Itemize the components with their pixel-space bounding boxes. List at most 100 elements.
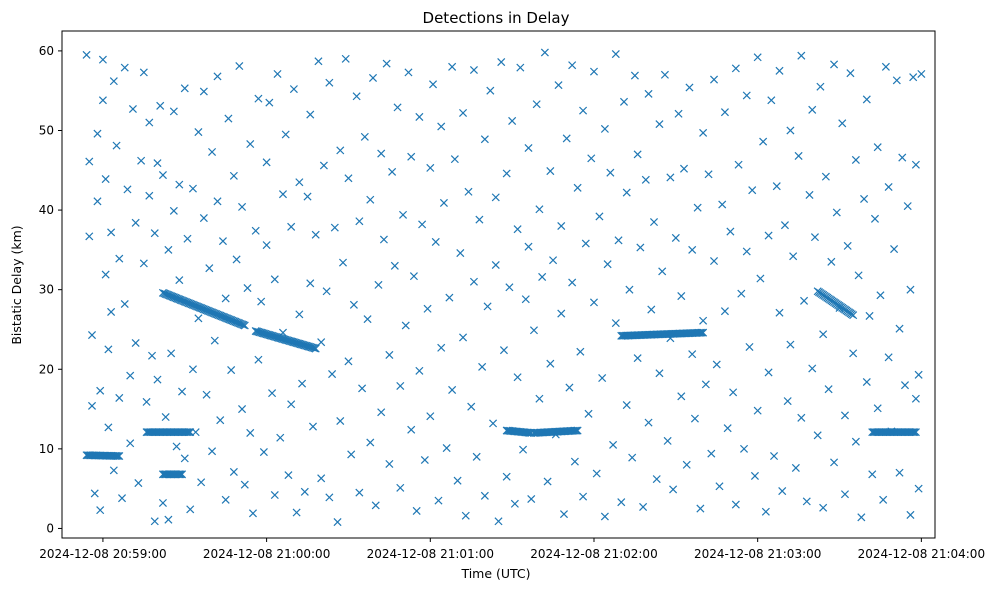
data-point — [775, 66, 784, 75]
data-point — [164, 515, 173, 524]
data-point — [772, 182, 781, 191]
data-point — [344, 357, 353, 366]
data-point — [104, 423, 113, 432]
data-point — [666, 173, 675, 182]
data-point — [238, 405, 247, 414]
data-point — [409, 272, 418, 281]
data-point — [884, 353, 893, 362]
data-point — [573, 426, 582, 435]
data-point — [117, 494, 127, 503]
data-point — [306, 110, 315, 119]
data-point — [382, 59, 391, 68]
data-point — [352, 92, 361, 101]
data-point — [633, 354, 642, 363]
data-point — [224, 114, 233, 123]
data-point — [270, 490, 279, 500]
data-point — [262, 158, 271, 167]
x-tick-label: 2024-12-08 21:03:00 — [694, 547, 821, 561]
data-point — [497, 58, 506, 67]
data-point — [606, 168, 615, 177]
data-point — [846, 69, 855, 78]
data-point — [303, 192, 312, 201]
data-point — [617, 498, 626, 507]
data-point — [439, 198, 448, 207]
data-point — [104, 345, 113, 354]
data-point — [876, 291, 885, 300]
data-point — [311, 344, 320, 353]
data-point — [489, 419, 498, 428]
data-point — [527, 494, 536, 504]
data-point — [633, 150, 642, 159]
data-point — [688, 245, 697, 254]
data-point — [347, 450, 356, 459]
data-point — [720, 108, 729, 117]
data-point — [658, 267, 667, 276]
data-point — [767, 96, 776, 105]
data-point — [385, 350, 394, 359]
data-point — [461, 511, 470, 520]
data-point — [112, 141, 121, 150]
data-point — [218, 237, 227, 246]
data-point — [273, 69, 282, 79]
data-point — [396, 483, 405, 492]
data-point — [153, 375, 162, 384]
data-point — [764, 231, 773, 240]
data-point — [707, 449, 716, 458]
data-point — [699, 316, 708, 325]
data-point — [306, 279, 315, 288]
data-point — [87, 331, 97, 340]
data-point — [298, 379, 307, 388]
data-point — [911, 394, 920, 403]
data-point — [139, 259, 148, 268]
data-point — [208, 447, 217, 456]
data-point — [649, 217, 659, 227]
data-point — [677, 392, 686, 401]
data-point — [300, 487, 309, 496]
data-point — [388, 167, 397, 176]
data-point — [265, 98, 274, 107]
data-point — [491, 260, 500, 270]
data-point — [208, 147, 217, 157]
data-point — [764, 368, 773, 377]
data-point — [183, 234, 192, 243]
plot-area-frame — [61, 30, 936, 539]
data-point — [860, 194, 869, 203]
data-point — [437, 122, 446, 131]
data-point — [780, 221, 789, 230]
data-point — [216, 416, 225, 425]
data-point — [407, 152, 416, 161]
data-point — [450, 155, 459, 164]
data-point — [186, 505, 195, 514]
data-point — [486, 86, 495, 95]
data-point — [508, 116, 517, 125]
data-point — [131, 218, 140, 227]
data-point — [609, 440, 618, 449]
data-point — [524, 143, 533, 153]
data-point — [909, 73, 918, 82]
data-point — [756, 274, 765, 283]
data-point — [429, 80, 438, 89]
data-point — [379, 235, 388, 244]
data-point — [568, 278, 577, 287]
data-point — [445, 293, 454, 302]
data-point — [592, 469, 601, 478]
data-point — [838, 119, 847, 128]
data-point — [336, 416, 345, 426]
data-point — [167, 349, 176, 358]
data-point — [90, 489, 99, 498]
data-point — [538, 272, 547, 281]
data-point — [109, 466, 118, 475]
data-point — [478, 362, 487, 371]
data-point — [753, 53, 762, 62]
data-point — [415, 366, 424, 375]
data-point — [753, 406, 762, 415]
data-point — [325, 78, 334, 87]
data-point — [910, 428, 919, 437]
data-point — [611, 50, 620, 59]
data-point — [96, 386, 105, 395]
data-point — [688, 350, 697, 359]
data-point — [109, 77, 118, 86]
data-point — [213, 197, 222, 206]
data-point — [568, 61, 577, 70]
